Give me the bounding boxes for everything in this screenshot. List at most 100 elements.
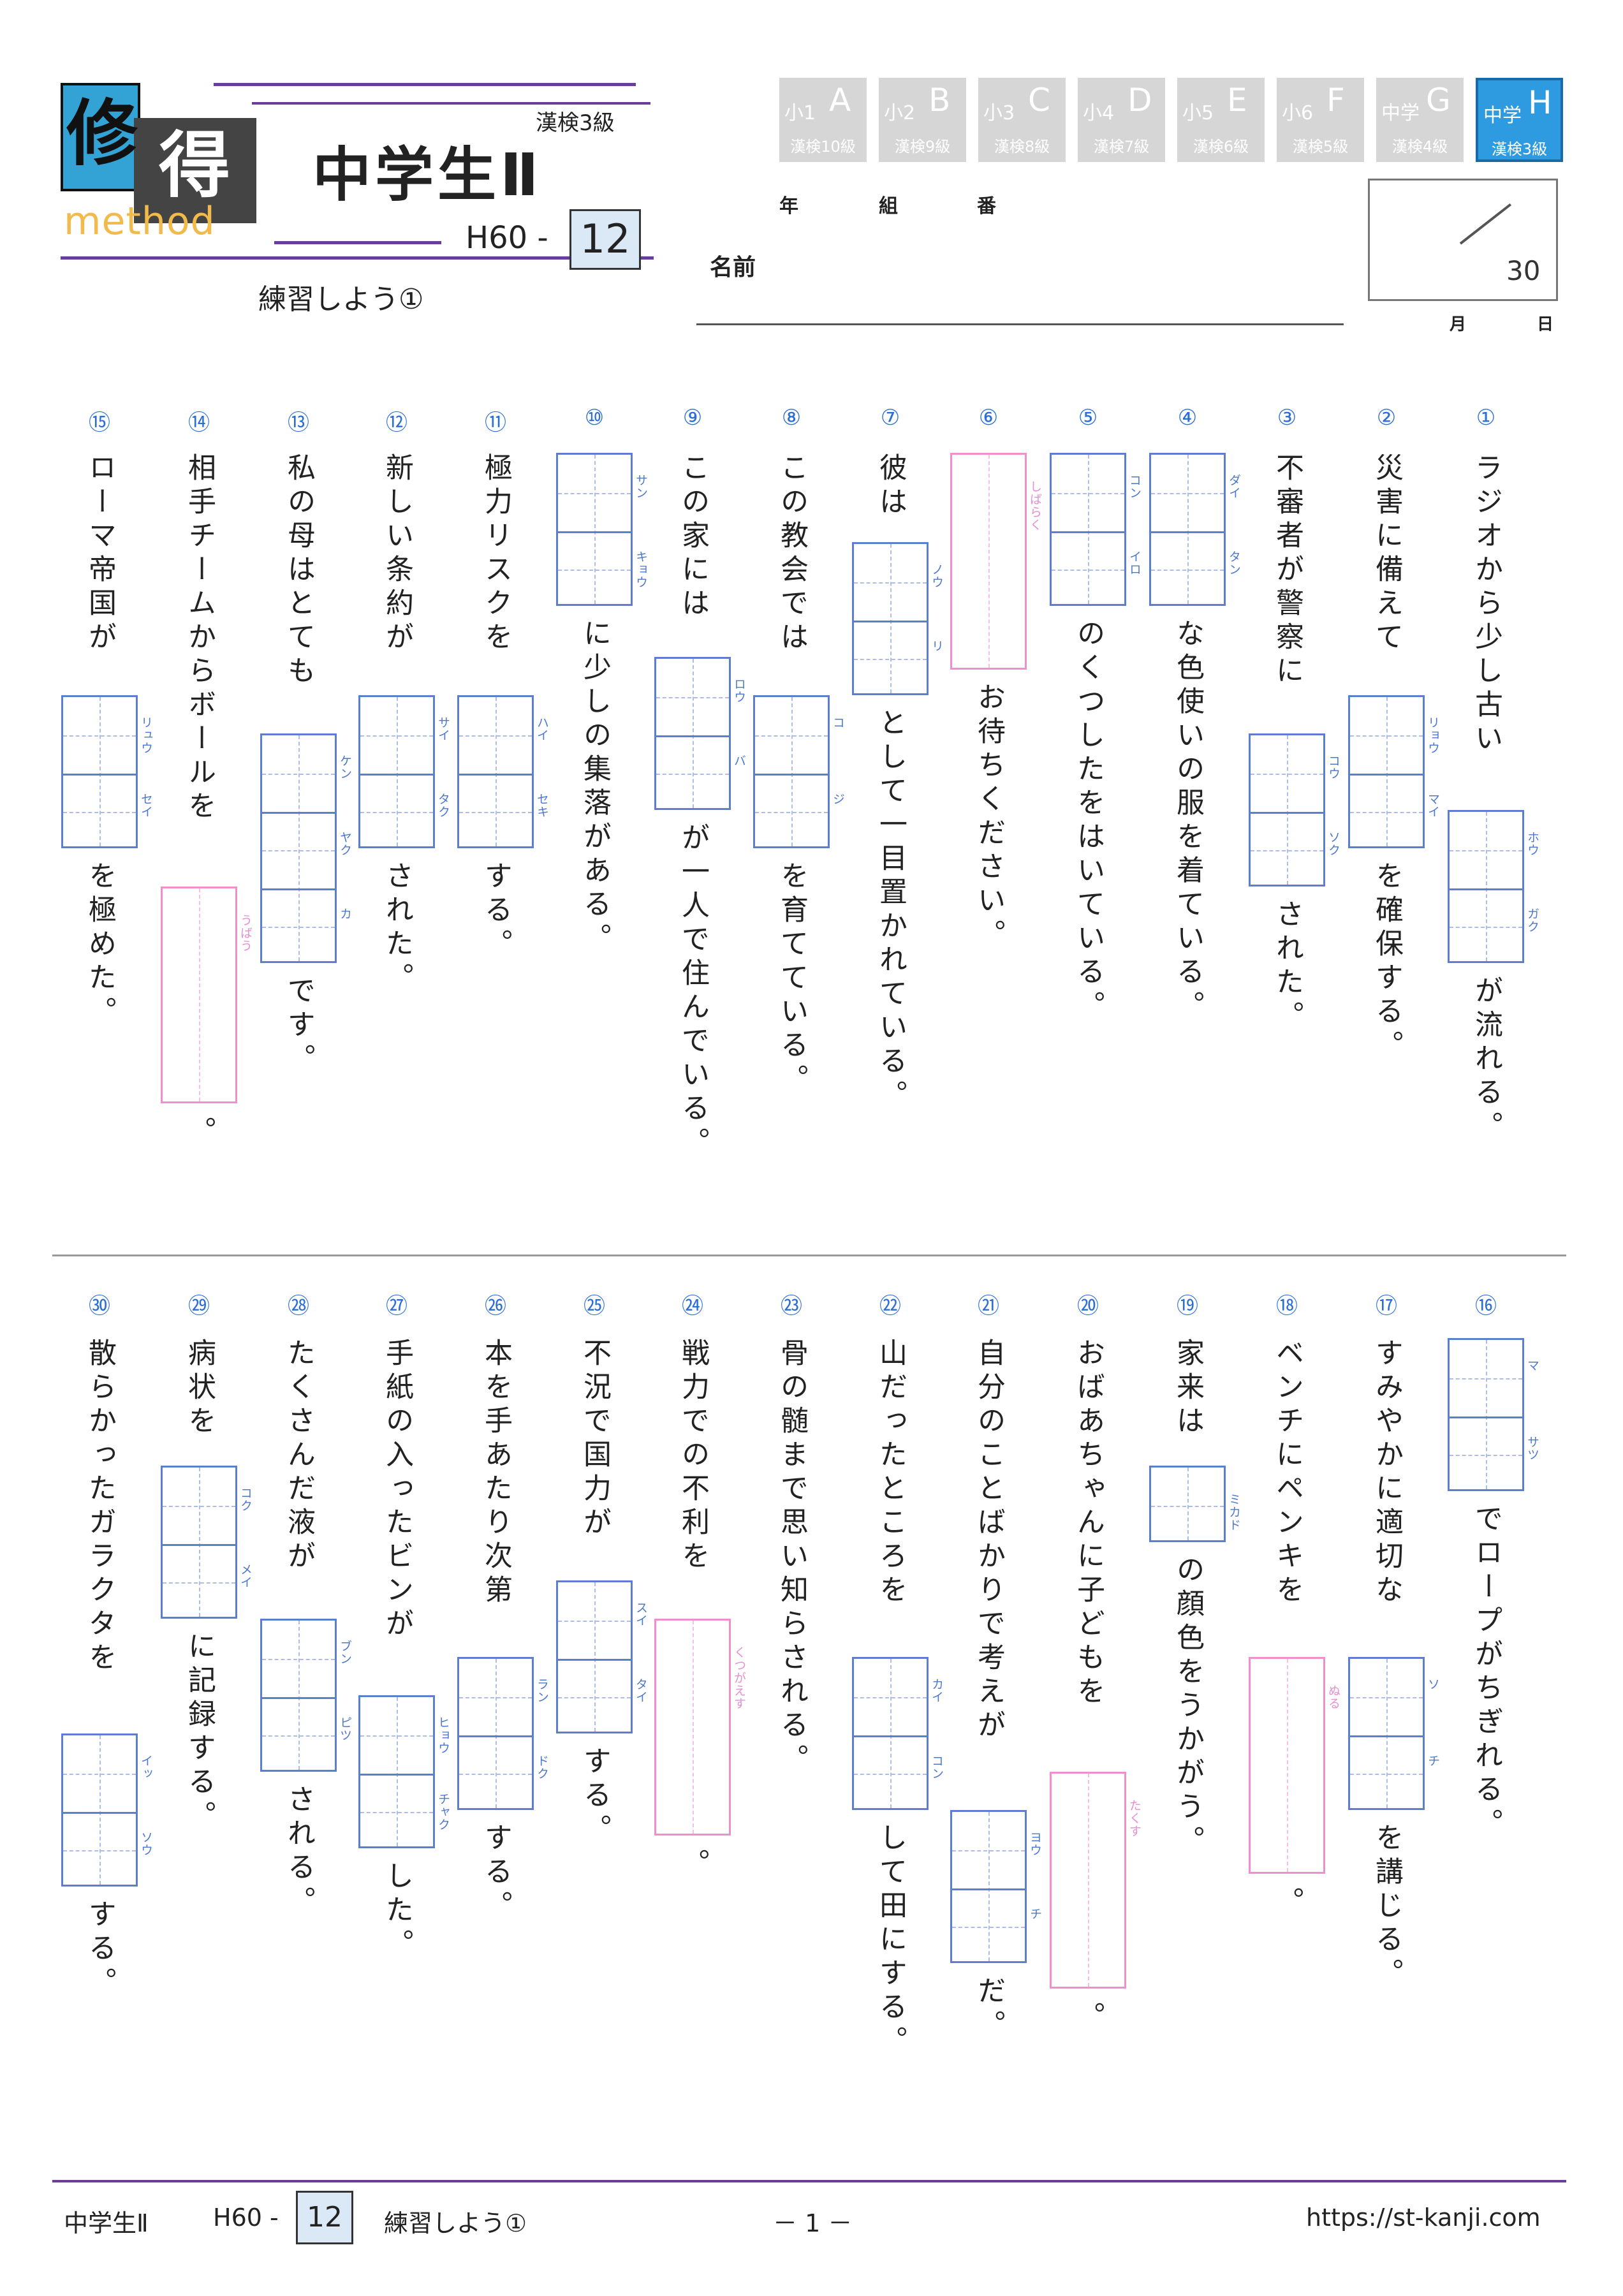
- guide-line: [594, 455, 596, 604]
- question-text: 病状を: [183, 1338, 216, 1439]
- kanji-answer-box[interactable]: ロウバ: [654, 657, 746, 810]
- cell-divider: [360, 1774, 433, 1776]
- question-text: 極力リスクを: [480, 453, 512, 656]
- question-text: を育てている。: [775, 861, 808, 1098]
- name-line: [696, 323, 1344, 325]
- guide-line: [1350, 1774, 1423, 1775]
- kanji-answer-box[interactable]: ダイ タン: [1149, 453, 1241, 606]
- kanji-answer-box[interactable]: ノウリ: [852, 542, 944, 695]
- kanji-answer-box[interactable]: イッ ソウ: [61, 1733, 153, 1887]
- grade-tab-school: 小6: [1282, 102, 1314, 124]
- grade-tab-3[interactable]: 小3 C 漢検8級: [978, 78, 1066, 162]
- grade-tab-school: 中学: [1483, 105, 1522, 127]
- furigana-hint: マイ: [1426, 793, 1440, 818]
- kanji-answer-box[interactable]: カイ コン: [852, 1657, 944, 1810]
- guide-line: [496, 1659, 497, 1808]
- cell-divider: [755, 774, 828, 776]
- furigana-hint: ブン: [338, 1640, 352, 1665]
- name-label: 名前: [710, 254, 756, 281]
- grade-tab-letter: H: [1528, 84, 1552, 121]
- guide-line: [1486, 1340, 1487, 1489]
- grade-tab-kanken: 漢検5級: [1292, 138, 1349, 156]
- question-text: して田にする。: [874, 1823, 907, 2059]
- guide-line: [1287, 735, 1288, 885]
- kanji-answer-box[interactable]: リュウ セイ: [61, 695, 153, 848]
- logo-block-blue: [61, 83, 140, 191]
- question-text: が流れる。: [1470, 976, 1502, 1145]
- kanji-answer-box[interactable]: サン キョウ: [556, 453, 648, 606]
- kanji-answer-box[interactable]: ヨウチ: [950, 1810, 1042, 1963]
- logo-kanji-2: 得: [159, 124, 230, 207]
- kanji-answer-box[interactable]: ハイ セキ: [457, 695, 549, 848]
- hiragana-answer-box[interactable]: くつがえす: [654, 1619, 746, 1836]
- grade-tab-school: 中学: [1381, 102, 1420, 124]
- question-text: ベンチにペンキを: [1271, 1338, 1304, 1608]
- question-text: 。: [1072, 2001, 1105, 2035]
- question-text: 。: [677, 1848, 709, 1882]
- question-text: おばあちゃんに子どもを: [1072, 1338, 1105, 1710]
- question-number: ⑦: [880, 405, 900, 430]
- footer-title: 中学生Ⅱ: [64, 2209, 149, 2237]
- question-text: 骨の髄まで思い知らされる。: [775, 1338, 808, 1777]
- kanji-answer-box[interactable]: スイ タイ: [556, 1580, 648, 1733]
- site-url[interactable]: https://st-kanji.com: [1306, 2204, 1541, 2232]
- grade-tab-1[interactable]: 小1 A 漢検10級: [779, 78, 867, 162]
- kanji-answer-box[interactable]: ヒョウ チャク: [358, 1695, 450, 1848]
- question-text: に記録する。: [183, 1631, 216, 1834]
- kanji-answer-box[interactable]: サイ タク: [358, 695, 450, 848]
- guide-line: [693, 1621, 694, 1834]
- guide-line: [558, 1697, 631, 1698]
- guide-line: [298, 1621, 300, 1770]
- question-text: 。: [1271, 1887, 1304, 1920]
- kanji-answer-box[interactable]: マサツ: [1448, 1338, 1539, 1491]
- hiragana-answer-box[interactable]: ぬる: [1249, 1657, 1340, 1874]
- question-number: ㉙: [188, 1293, 210, 1319]
- grade-tab-5[interactable]: 小5 E 漢検6級: [1177, 78, 1265, 162]
- kanji-answer-box[interactable]: ミカド: [1149, 1466, 1241, 1542]
- question-text: 家来は: [1171, 1338, 1204, 1439]
- kanji-answer-box[interactable]: コジ: [753, 695, 845, 848]
- grade-tab-school: 小4: [1083, 102, 1115, 124]
- question-number: ㉖: [485, 1293, 506, 1319]
- kanji-answer-box[interactable]: リョウ マイ: [1348, 695, 1440, 848]
- hiragana-answer-box[interactable]: うばう: [161, 887, 253, 1103]
- grade-tab-8[interactable]: 中学 H 漢検3級: [1476, 78, 1563, 162]
- grade-tab-4[interactable]: 小4 D 漢検7級: [1078, 78, 1165, 162]
- cell-divider: [854, 621, 927, 622]
- furigana-hint: バ: [732, 754, 746, 767]
- furigana-hint: くつがえす: [732, 1646, 746, 1710]
- guide-line: [1187, 455, 1189, 604]
- grade-tab-7[interactable]: 中学 G 漢検4級: [1376, 78, 1464, 162]
- question-number: ⑭: [188, 410, 210, 436]
- question-number: ⑫: [386, 410, 408, 436]
- guide-line: [262, 927, 335, 928]
- grade-tab-school: 小1: [784, 102, 816, 124]
- guide-line: [1052, 570, 1124, 571]
- hiragana-answer-box[interactable]: たくす: [1050, 1772, 1142, 1989]
- grade-tab-6[interactable]: 小6 F 漢検5級: [1277, 78, 1364, 162]
- guide-line: [1287, 1659, 1288, 1872]
- hiragana-answer-box[interactable]: しばらく: [950, 453, 1042, 670]
- question-number: ④: [1177, 405, 1198, 430]
- kanji-answer-box[interactable]: ケン ヤクカ: [260, 733, 352, 963]
- guide-line: [360, 1735, 433, 1737]
- guide-line: [890, 544, 892, 693]
- kanji-answer-box[interactable]: ホウ ガク: [1448, 810, 1539, 963]
- furigana-hint: セイ: [139, 793, 153, 818]
- kanji-answer-box[interactable]: コク メイ: [161, 1466, 253, 1619]
- kanji-answer-box[interactable]: コウ ソク: [1249, 733, 1340, 887]
- furigana-hint: ソウ: [139, 1831, 153, 1857]
- footer-code-number: 12: [296, 2191, 353, 2244]
- question-number: ㉘: [288, 1293, 309, 1319]
- cell-divider: [262, 812, 335, 814]
- guide-line: [1088, 1774, 1089, 1987]
- kanji-answer-box[interactable]: ラン ドク: [457, 1657, 549, 1810]
- guide-line: [63, 1774, 136, 1775]
- kanji-answer-box[interactable]: ソチ: [1348, 1657, 1440, 1810]
- logo-method: method: [64, 199, 216, 244]
- furigana-hint: ハイ: [535, 716, 549, 742]
- kanji-answer-box[interactable]: コン イロ: [1050, 453, 1142, 606]
- grade-tab-2[interactable]: 小2 B 漢検9級: [879, 78, 966, 162]
- kanji-answer-box[interactable]: ブン ピツ: [260, 1619, 352, 1772]
- cell-divider: [459, 774, 532, 776]
